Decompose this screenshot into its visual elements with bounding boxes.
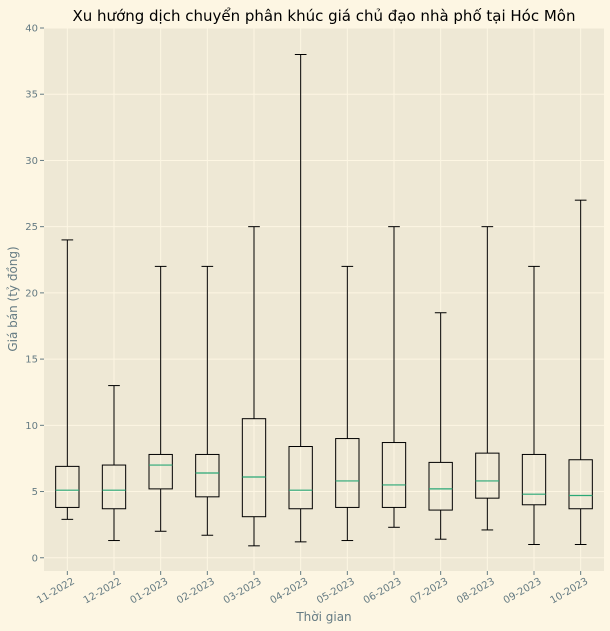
y-tick-label: 30 <box>25 156 38 167</box>
x-tick-label: 10-2023 <box>548 576 590 606</box>
box-body <box>381 442 407 508</box>
box-body <box>288 446 313 510</box>
box-body <box>428 461 453 511</box>
x-tick-label: 02-2023 <box>175 576 217 606</box>
y-tick-label: 25 <box>25 222 38 233</box>
y-tick-label: 0 <box>32 553 38 564</box>
box-01-2023 <box>148 265 173 532</box>
box-body <box>195 453 220 498</box>
box-05-2023 <box>335 265 360 542</box>
x-axis-label: Thời gian <box>295 610 351 624</box>
x-tick-label: 12-2022 <box>82 576 124 606</box>
y-axis-ticks: 0 5 10 15 20 25 30 35 40 <box>25 24 44 564</box>
x-tick-label: 08-2023 <box>455 576 497 606</box>
y-axis-label: Giá bán (tỷ đồng) <box>6 246 20 351</box>
y-tick-label: 5 <box>32 487 38 498</box>
x-tick-label: 07-2023 <box>408 576 450 606</box>
x-tick-label: 01-2023 <box>128 576 170 606</box>
box-07-2023 <box>428 312 453 540</box>
x-tick-label: 09-2023 <box>502 576 544 606</box>
box-08-2023 <box>475 226 500 531</box>
box-03-2023 <box>241 226 267 547</box>
box-body <box>241 418 267 518</box>
x-axis-ticks: 11-2022 12-2022 01-2023 02-2023 03-2023 04-20… <box>35 571 590 606</box>
box-body <box>568 459 593 510</box>
y-tick-label: 35 <box>25 90 38 101</box>
x-tick-label: 05-2023 <box>315 576 357 606</box>
box-06-2023 <box>381 226 407 528</box>
x-tick-label: 06-2023 <box>362 576 404 606</box>
box-series <box>55 53 593 547</box>
x-tick-label: 11-2022 <box>35 576 77 606</box>
y-tick-label: 40 <box>25 24 38 35</box>
box-body <box>475 452 500 499</box>
box-04-2023 <box>288 53 313 543</box>
box-10-2023 <box>568 199 593 546</box>
x-tick-label: 04-2023 <box>268 576 310 606</box>
y-tick-label: 20 <box>25 288 38 299</box>
box-body <box>55 465 80 508</box>
box-11-2022 <box>55 239 80 520</box>
box-09-2023 <box>521 265 547 546</box>
box-body <box>521 453 547 506</box>
x-tick-label: 03-2023 <box>222 576 264 606</box>
plot-area <box>44 28 604 571</box>
box-body <box>148 453 173 490</box>
box-12-2022 <box>101 385 127 542</box>
y-tick-label: 15 <box>25 355 38 366</box>
box-02-2023 <box>195 265 220 536</box>
y-tick-label: 10 <box>25 421 38 432</box>
box-body <box>101 464 127 510</box>
chart-title: Xu hướng dịch chuyển phân khúc giá chủ đ… <box>73 7 576 25</box>
box-body <box>335 438 360 508</box>
